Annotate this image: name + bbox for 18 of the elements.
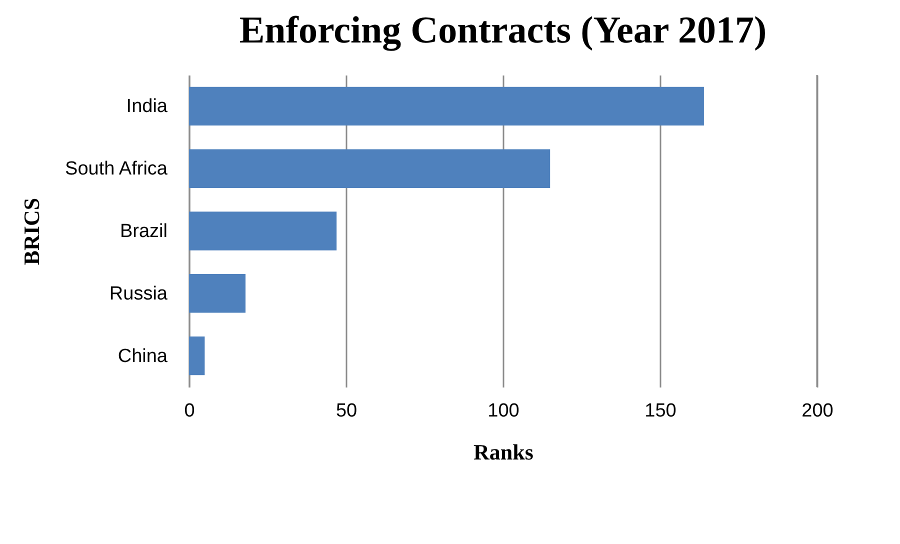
y-tick-label: China <box>118 346 168 367</box>
y-tick-label: India <box>126 96 168 118</box>
x-tick-label: 100 <box>488 400 520 422</box>
x-tick-label: 50 <box>336 400 358 422</box>
x-tick-label: 0 <box>184 400 195 422</box>
y-axis-title: BRICS <box>19 198 44 266</box>
x-tick-label: 200 <box>802 400 834 422</box>
bar <box>189 274 246 313</box>
bar <box>189 336 205 376</box>
bar <box>189 86 704 126</box>
y-tick-label: Russia <box>109 283 168 304</box>
bar <box>189 149 550 188</box>
y-tick-label: South Africa <box>65 158 168 180</box>
chart-title: Enforcing Contracts (Year 2017) <box>239 9 767 52</box>
bar <box>189 212 337 250</box>
x-tick-label: 150 <box>644 400 676 422</box>
x-axis-title: Ranks <box>474 440 534 464</box>
y-tick-label: Brazil <box>120 221 168 242</box>
